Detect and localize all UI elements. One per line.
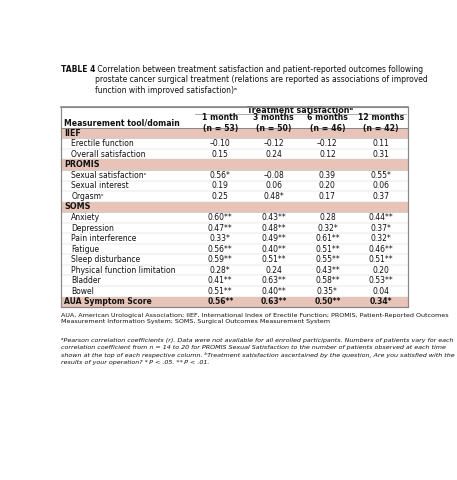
Text: ᵃPearson correlation coefficients (r). Data were not available for all enrolled : ᵃPearson correlation coefficients (r). D…	[61, 338, 454, 365]
Text: 0.51**: 0.51**	[315, 245, 340, 253]
Text: 0.56*: 0.56*	[210, 171, 231, 180]
Text: 12 months
(n = 42): 12 months (n = 42)	[358, 112, 404, 132]
Bar	[61, 107, 408, 307]
Text: 0.17: 0.17	[319, 192, 336, 201]
Text: Bladder: Bladder	[71, 276, 101, 285]
Text: IIEF: IIEF	[64, 129, 81, 138]
Text: Anxiety: Anxiety	[71, 213, 101, 222]
Text: 0.28: 0.28	[319, 213, 336, 222]
Text: 0.56**: 0.56**	[207, 297, 234, 306]
Text: Fatigue: Fatigue	[71, 245, 100, 253]
Text: TABLE 4: TABLE 4	[61, 65, 95, 74]
Text: 0.19: 0.19	[212, 181, 228, 191]
Text: 1 month
(n = 53): 1 month (n = 53)	[202, 112, 239, 132]
Text: 0.48**: 0.48**	[261, 224, 286, 232]
Text: 0.33*: 0.33*	[210, 234, 231, 243]
Text: 0.51**: 0.51**	[261, 255, 286, 264]
Text: AUA, American Urological Association; IIEF, International Index of Erectile Func: AUA, American Urological Association; II…	[61, 312, 448, 324]
Text: 0.15: 0.15	[212, 150, 228, 159]
Text: 0.63**: 0.63**	[260, 297, 287, 306]
Text: 0.63**: 0.63**	[261, 276, 286, 285]
Text: 0.31: 0.31	[372, 150, 389, 159]
Text: 0.24: 0.24	[266, 150, 282, 159]
Text: 0.60**: 0.60**	[208, 213, 233, 222]
Text: 0.04: 0.04	[372, 287, 389, 296]
Text: 0.43**: 0.43**	[315, 265, 340, 275]
Text: 3 months
(n = 50): 3 months (n = 50)	[254, 112, 294, 132]
Text: 0.32*: 0.32*	[317, 224, 338, 232]
Text: 0.37*: 0.37*	[371, 224, 391, 232]
Text: SOMS: SOMS	[64, 203, 90, 211]
Text: 0.20: 0.20	[372, 265, 389, 275]
Text: 0.48*: 0.48*	[264, 192, 284, 201]
Bar	[61, 128, 408, 138]
Text: 0.51**: 0.51**	[369, 255, 393, 264]
Text: 0.35*: 0.35*	[317, 287, 338, 296]
Text: Depression: Depression	[71, 224, 114, 232]
Text: 0.40**: 0.40**	[261, 245, 286, 253]
Text: 0.58**: 0.58**	[315, 276, 340, 285]
Text: 0.49**: 0.49**	[261, 234, 286, 243]
Text: 0.11: 0.11	[372, 139, 389, 148]
Text: Pain interference: Pain interference	[71, 234, 137, 243]
Text: –0.10: –0.10	[210, 139, 231, 148]
Text: Overall satisfaction: Overall satisfaction	[71, 150, 146, 159]
Text: –0.08: –0.08	[264, 171, 284, 180]
Text: 0.25: 0.25	[212, 192, 228, 201]
Text: 0.44**: 0.44**	[369, 213, 393, 222]
Text: 0.28*: 0.28*	[210, 265, 231, 275]
Text: 0.40**: 0.40**	[261, 287, 286, 296]
Text: 0.46**: 0.46**	[369, 245, 393, 253]
Text: 0.55**: 0.55**	[315, 255, 340, 264]
Text: Sexual interest: Sexual interest	[71, 181, 129, 191]
Text: 0.34*: 0.34*	[370, 297, 392, 306]
Bar	[61, 159, 408, 170]
Text: 0.43**: 0.43**	[261, 213, 286, 222]
Text: 0.12: 0.12	[319, 150, 336, 159]
Text: 0.06: 0.06	[266, 181, 282, 191]
Text: AUA Symptom Score: AUA Symptom Score	[64, 297, 152, 306]
Text: Erectile function: Erectile function	[71, 139, 134, 148]
Text: 0.39: 0.39	[319, 171, 336, 180]
Text: 0.50**: 0.50**	[314, 297, 340, 306]
Text: 0.61**: 0.61**	[315, 234, 340, 243]
Text: Correlation between treatment satisfaction and patient-reported outcomes followi: Correlation between treatment satisfacti…	[96, 65, 428, 95]
Text: 0.59**: 0.59**	[208, 255, 233, 264]
Text: Orgasmᶜ: Orgasmᶜ	[71, 192, 104, 201]
Text: Physical function limitation: Physical function limitation	[71, 265, 176, 275]
Text: 6 months
(n = 46): 6 months (n = 46)	[307, 112, 348, 132]
Bar	[61, 297, 408, 307]
Text: Sexual satisfactionᶜ: Sexual satisfactionᶜ	[71, 171, 147, 180]
Text: 0.47**: 0.47**	[208, 224, 233, 232]
Text: –0.12: –0.12	[317, 139, 338, 148]
Text: 0.37: 0.37	[372, 192, 389, 201]
Text: Treatment satisfactionᵇ: Treatment satisfactionᵇ	[247, 106, 354, 115]
Text: 0.53**: 0.53**	[369, 276, 393, 285]
Text: Sleep disturbance: Sleep disturbance	[71, 255, 140, 264]
Text: 0.51**: 0.51**	[208, 287, 233, 296]
Text: Bowel: Bowel	[71, 287, 94, 296]
Text: 0.41**: 0.41**	[208, 276, 233, 285]
Text: 0.32*: 0.32*	[371, 234, 391, 243]
Text: Measurement tool/domain: Measurement tool/domain	[64, 118, 180, 127]
Text: 0.06: 0.06	[372, 181, 389, 191]
Text: 0.55*: 0.55*	[371, 171, 391, 180]
Text: 0.20: 0.20	[319, 181, 336, 191]
Text: 0.56**: 0.56**	[208, 245, 233, 253]
Text: 0.24: 0.24	[266, 265, 282, 275]
Text: –0.12: –0.12	[264, 139, 284, 148]
Text: PROMIS: PROMIS	[64, 160, 100, 169]
Bar	[61, 202, 408, 212]
